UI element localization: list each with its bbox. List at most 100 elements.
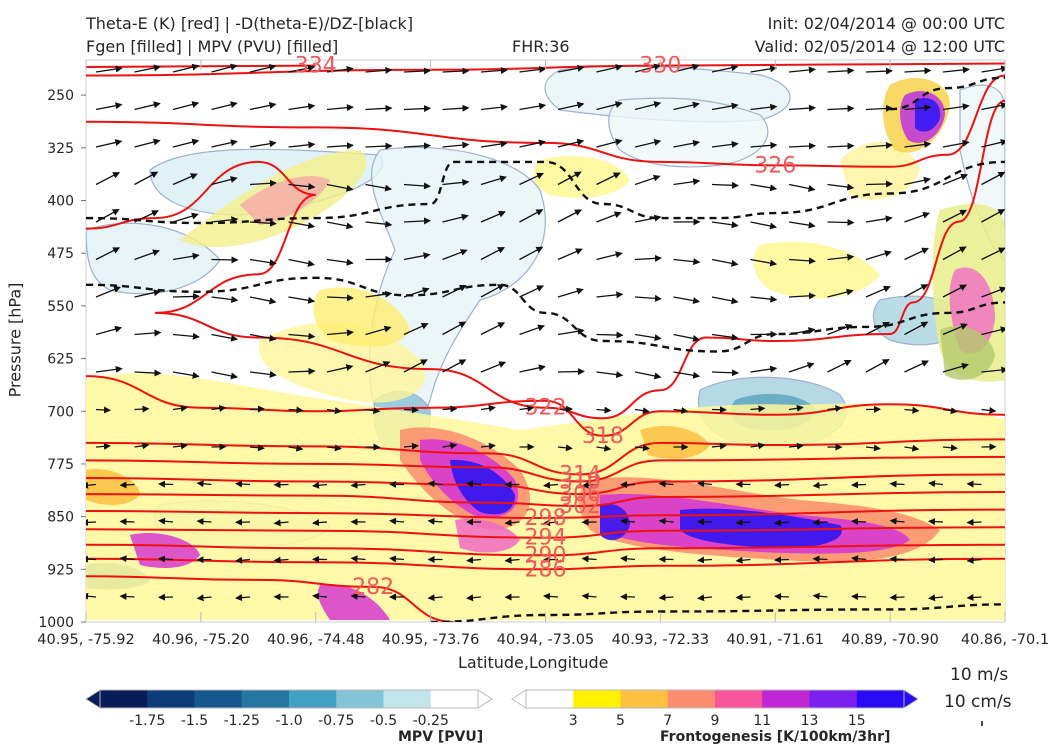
wind-vector (620, 555, 636, 563)
wind-vector (427, 517, 443, 525)
wind-vector (365, 66, 393, 74)
wind-vector (365, 183, 393, 192)
wind-vector (673, 101, 700, 111)
wind-vector (697, 594, 713, 602)
wind-vector (119, 518, 135, 526)
y-tick-label: 1000 (38, 615, 74, 631)
wind-vector (865, 250, 892, 261)
fgen-region (318, 584, 390, 620)
theta-e-line-310 (86, 455, 1005, 483)
wind-vector (543, 519, 559, 527)
wind-vector (750, 221, 777, 230)
wind-vector (95, 365, 123, 373)
fhr-label: FHR:36 (512, 37, 570, 56)
wind-vector (466, 594, 482, 602)
wind-vector (788, 104, 816, 112)
wind-vector (95, 65, 123, 73)
fgen-region (840, 141, 920, 200)
wind-vector (442, 67, 470, 75)
wind-vector (750, 405, 766, 413)
wind-vector (596, 211, 622, 223)
wind-vector (350, 555, 366, 563)
wind-vector (596, 291, 624, 299)
wind-vector (634, 333, 662, 342)
wind-vector (735, 593, 751, 601)
valid-time: Valid: 02/05/2014 @ 12:00 UTC (754, 37, 1005, 56)
wind-vector (442, 178, 470, 186)
wind-vector (788, 257, 816, 265)
y-tick-label: 925 (47, 562, 74, 578)
wind-vector (557, 444, 573, 452)
wind-vector (942, 66, 970, 74)
wind-vector (981, 247, 1005, 261)
wind-vector (966, 594, 982, 602)
fgen-colorbar-swatch (573, 690, 621, 708)
x-tick-label: 40.91, -71.61 (727, 632, 824, 648)
dthetae-dz-line (86, 160, 1005, 225)
wind-vector (519, 404, 535, 412)
theta-e-line-282 (86, 575, 454, 622)
fgen-colorbar-swatch (667, 690, 716, 708)
wind-vector (134, 405, 150, 413)
y-tick-label: 475 (47, 246, 74, 262)
wind-vector (966, 480, 982, 488)
fgen-colorbar-swatch (809, 690, 858, 708)
theta-e-label: 314 (559, 462, 601, 487)
fgen-region (455, 518, 520, 553)
wind-vector (596, 406, 612, 414)
wind-vector (904, 321, 929, 336)
theta-e-label: 302 (559, 494, 601, 519)
wind-vector (196, 480, 212, 488)
wind-vector (288, 64, 316, 73)
wind-vector (827, 67, 855, 75)
mpv-colorbar-swatch (430, 690, 479, 708)
mpv-colorbar-swatch (336, 690, 384, 708)
wind-vector (750, 103, 778, 111)
wind-vector (543, 592, 559, 600)
wind-vector (851, 555, 867, 563)
wind-vector (196, 594, 212, 602)
wind-vector (711, 442, 727, 450)
wind-vector (942, 362, 969, 373)
dthetae-dz-contours (86, 76, 1005, 622)
wind-vector (634, 214, 662, 223)
wind-vector (788, 66, 816, 74)
fgen-region (915, 98, 941, 132)
wind-vector (134, 101, 161, 111)
x-tick-label: 40.86, -70.1 (961, 632, 1049, 648)
wind-vector (403, 287, 430, 298)
wind-vector (904, 211, 930, 223)
wind-vector (211, 296, 239, 303)
wind-vector (442, 284, 467, 298)
theta-e-line-302 (86, 491, 1005, 508)
wind-vector (865, 104, 893, 112)
wind-vector (596, 331, 624, 339)
wind-vector (711, 140, 739, 148)
wind-vector (172, 212, 199, 223)
wind-vector (480, 66, 508, 74)
theta-e-line-294 (86, 526, 1005, 539)
y-tick-labels: 250 325 400 475 550 625 700 775 850 925 1000 (38, 88, 86, 631)
wind-vector (711, 102, 739, 111)
init-time: Init: 02/04/2014 @ 00:00 UTC (767, 14, 1005, 33)
wind-vector (134, 138, 161, 148)
wind-vector (812, 555, 828, 563)
wind-vector (403, 323, 429, 336)
wind-vector (288, 444, 304, 452)
wind-vector (403, 217, 431, 225)
wind-vector (172, 252, 200, 261)
wind-vector (596, 172, 621, 186)
dthetae-dz-line (430, 603, 1005, 622)
wind-vector (288, 221, 316, 229)
wind-vector (480, 283, 505, 298)
wind-vector (403, 67, 431, 75)
title-line-2: Fgen [filled] | MPV (PVU) [filled] (86, 37, 339, 56)
wind-vector (249, 405, 265, 413)
mpv-colorbar-swatch (241, 690, 290, 708)
wind-vector (95, 208, 120, 223)
wind-vector (865, 285, 891, 298)
wind-vector (365, 104, 393, 112)
theta-e-label: 282 (352, 575, 394, 600)
fgen-colorbar-tick-label: 15 (848, 713, 866, 729)
theta-e-label: 290 (525, 543, 567, 568)
